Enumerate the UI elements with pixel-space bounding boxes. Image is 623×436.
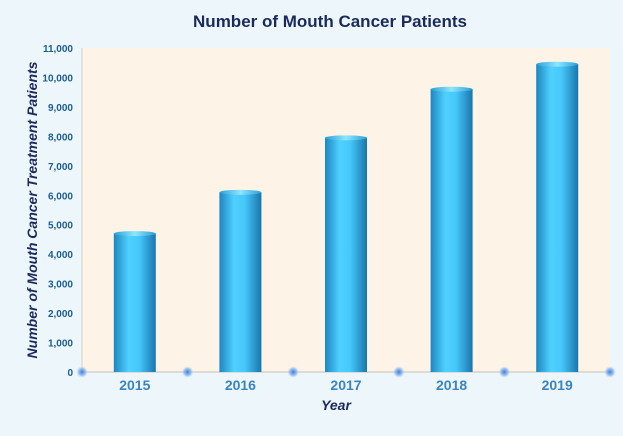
x-tick-labels: 2015 2016 2017 2018 2019 [119, 377, 573, 393]
bar-cap [219, 189, 262, 195]
x-tick-label: 2019 [542, 377, 573, 393]
y-tick-label: 1,000 [48, 339, 73, 350]
y-tick-label: 6,000 [48, 191, 73, 202]
x-axis-marker [392, 366, 405, 378]
bar-cap [113, 231, 156, 237]
x-axis-marker [498, 366, 511, 378]
bar-2019 [536, 61, 579, 372]
y-tick-label: 11,000 [43, 44, 73, 55]
bars [113, 61, 579, 373]
bar-body [430, 89, 473, 373]
x-axis-marker [181, 366, 194, 378]
x-tick-label: 2017 [330, 377, 361, 393]
bar-2018 [430, 86, 473, 373]
bar-body [113, 233, 156, 372]
bar-2017 [325, 135, 367, 372]
y-axis-label: Number of Mouth Cancer Treatment Patient… [24, 61, 40, 358]
y-tick-label: 0 [67, 368, 73, 379]
bar-2016 [219, 189, 262, 372]
x-axis-marker [76, 366, 88, 378]
bar-body [536, 64, 579, 372]
y-tick-label: 4,000 [48, 250, 73, 261]
y-tick-label: 8,000 [48, 132, 73, 143]
y-tick-label: 2,000 [48, 309, 73, 320]
bar-cap [430, 86, 473, 92]
bar-2015 [113, 231, 156, 372]
bar-body [325, 137, 367, 372]
y-tick-label: 10,000 [42, 73, 73, 84]
x-tick-label: 2018 [436, 377, 467, 393]
bar-body [219, 192, 262, 372]
y-tick-label: 9,000 [48, 103, 73, 114]
bar-cap [325, 135, 367, 141]
x-axis-marker [604, 366, 616, 378]
x-axis-label: Year [321, 397, 352, 413]
x-axis-marker [287, 366, 300, 378]
chart-title: Number of Mouth Cancer Patients [193, 12, 467, 31]
y-tick-label: 3,000 [48, 280, 73, 291]
y-tick-label: 7,000 [48, 162, 73, 173]
x-tick-label: 2015 [119, 377, 150, 393]
y-tick-label: 5,000 [48, 221, 73, 232]
y-tick-labels: 0 1,000 2,000 3,000 4,000 5,000 6,000 7,000 8,00… [42, 44, 73, 379]
x-axis-markers [76, 366, 616, 378]
x-tick-label: 2016 [225, 377, 256, 393]
bar-cap [536, 61, 579, 67]
